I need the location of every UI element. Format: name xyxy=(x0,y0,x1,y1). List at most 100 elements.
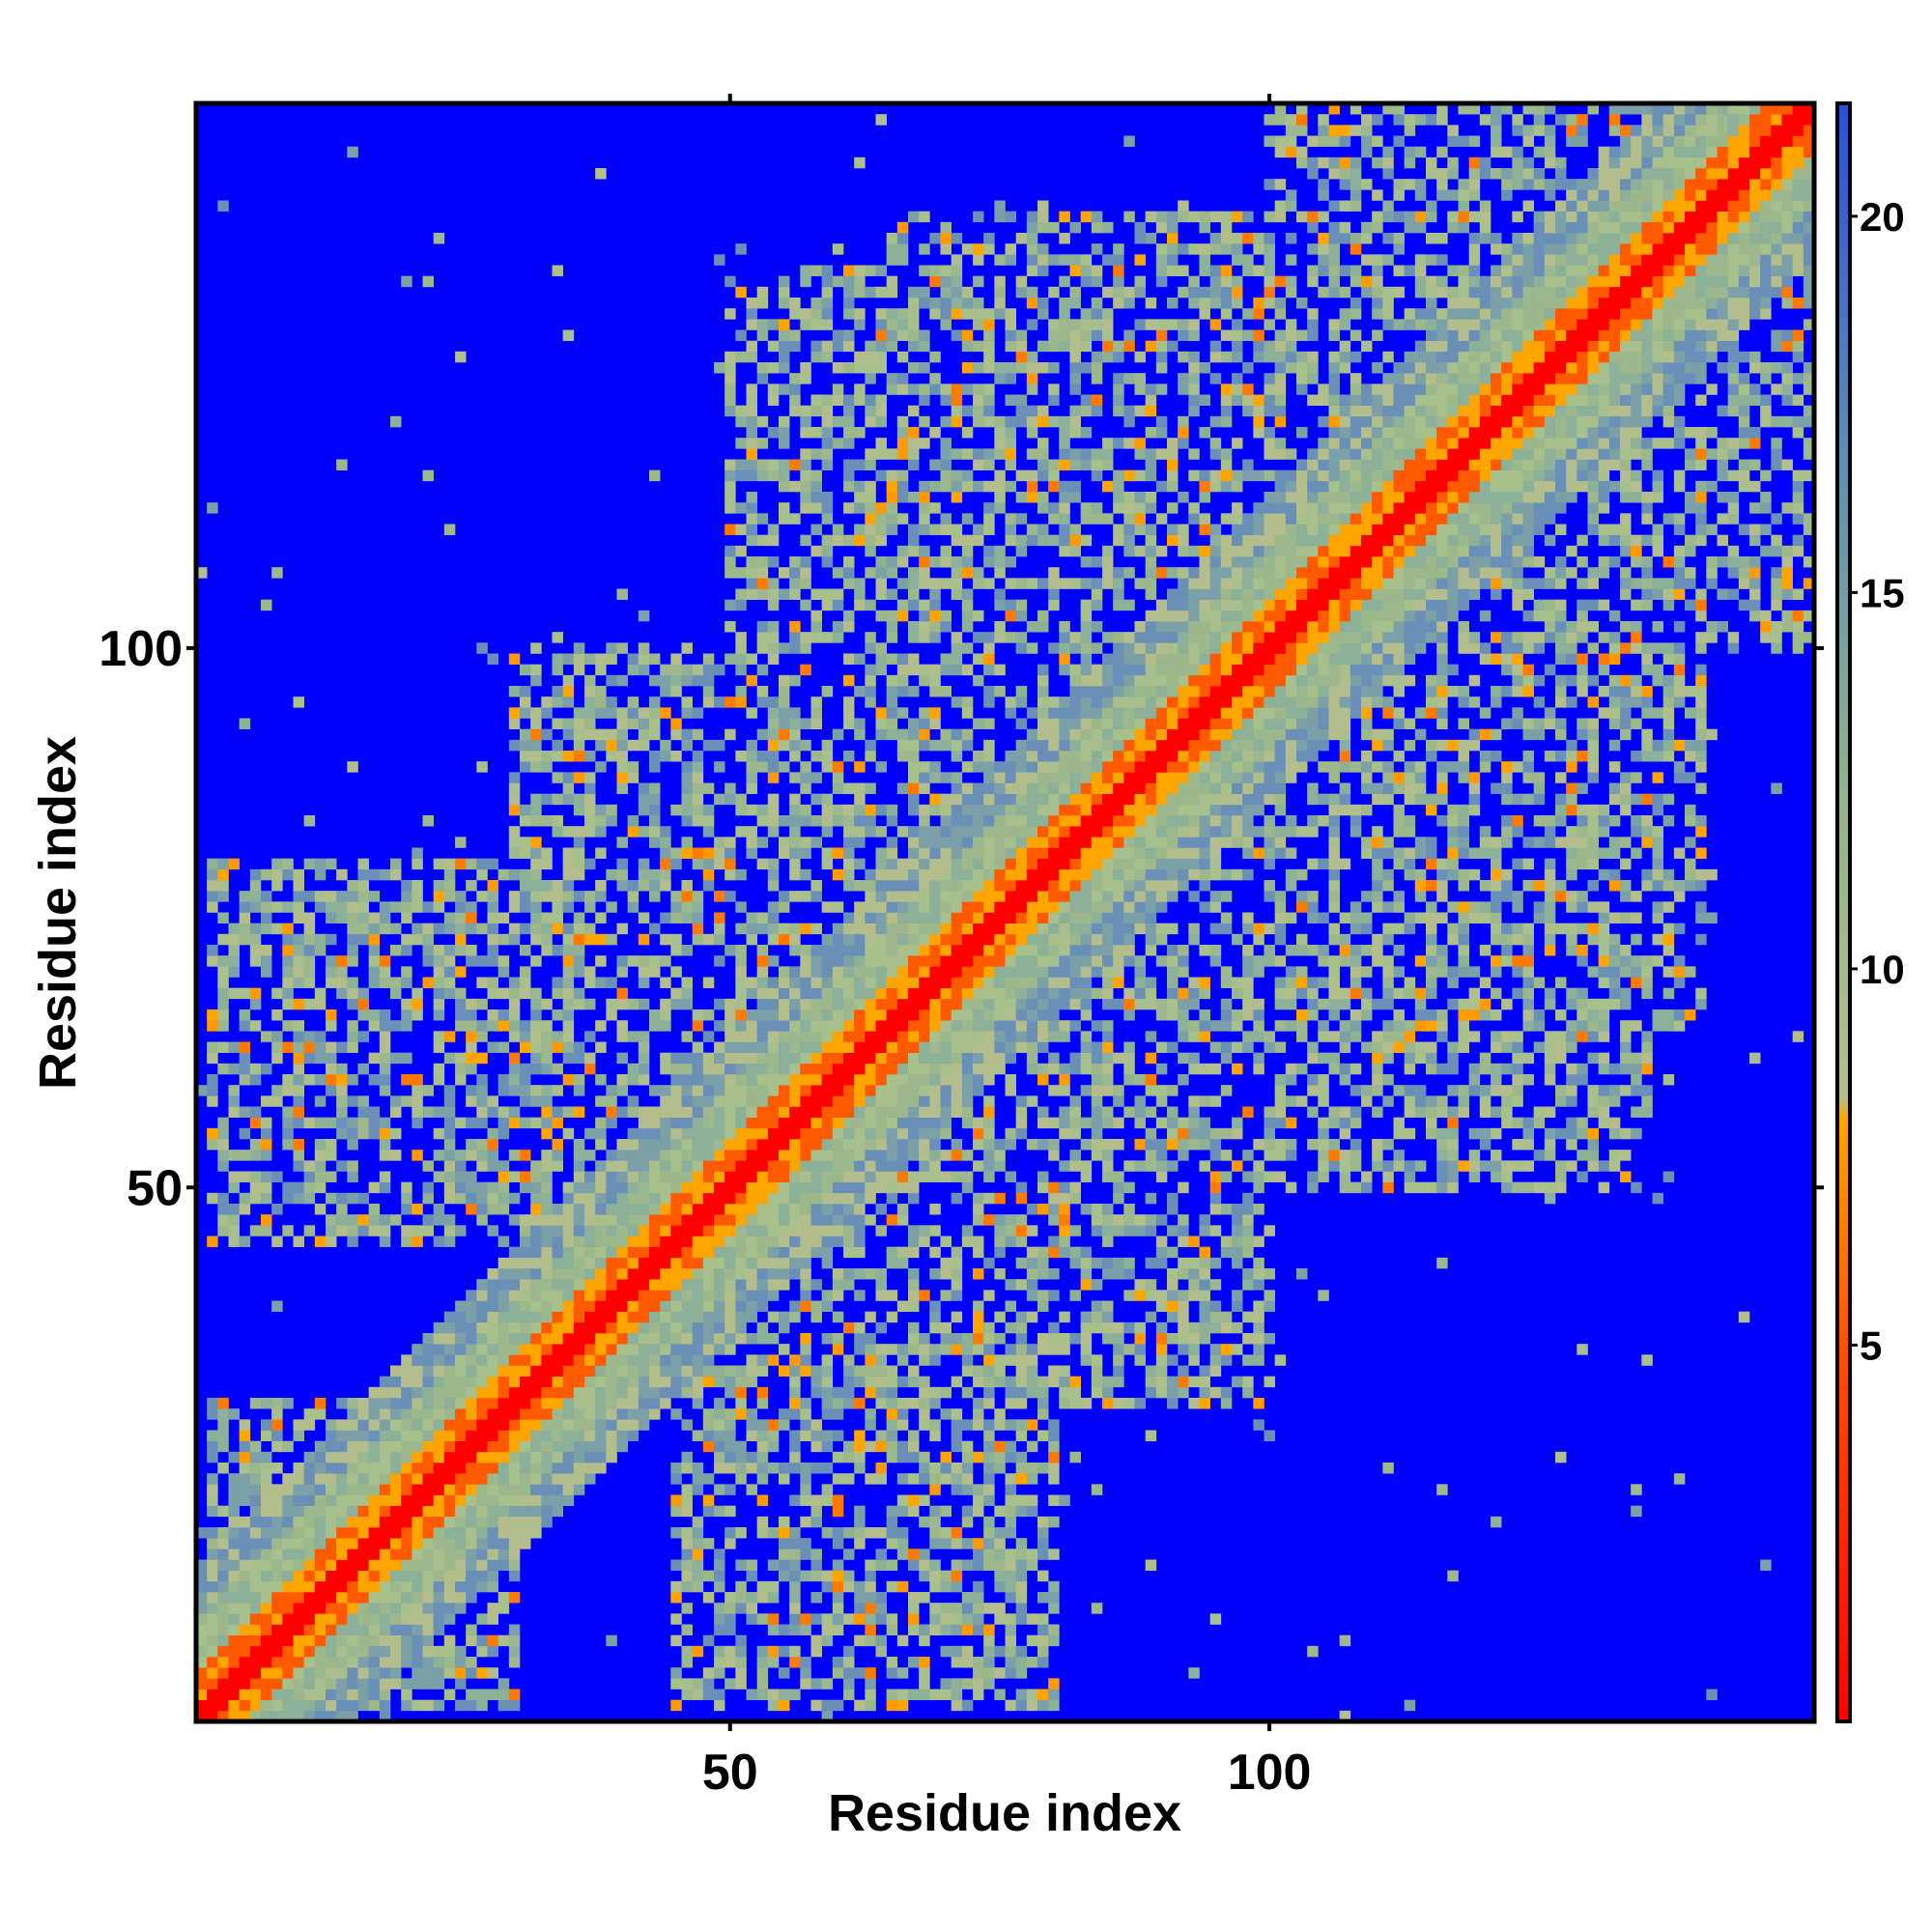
heatmap-cell xyxy=(616,761,628,773)
heatmap-cell xyxy=(530,847,542,859)
heatmap-cell xyxy=(573,868,585,881)
heatmap-cell xyxy=(800,567,811,579)
heatmap-cell xyxy=(994,868,1006,881)
heatmap-cell xyxy=(865,686,876,697)
heatmap-cell xyxy=(865,265,876,276)
heatmap-cell xyxy=(497,1074,510,1086)
heatmap-cell xyxy=(746,588,757,600)
heatmap-cell xyxy=(940,664,952,676)
heatmap-cell xyxy=(487,1300,498,1312)
heatmap-cell xyxy=(854,394,866,406)
heatmap-cell xyxy=(422,1160,434,1172)
heatmap-cell xyxy=(282,1624,294,1635)
heatmap-cell xyxy=(261,891,272,902)
heatmap-cell xyxy=(789,567,801,579)
heatmap-cell xyxy=(520,751,531,762)
heatmap-cell xyxy=(843,1085,855,1096)
heatmap-cell xyxy=(249,1603,262,1614)
heatmap-cell xyxy=(530,1430,542,1441)
heatmap-cell xyxy=(326,1117,337,1129)
heatmap-cell xyxy=(767,1106,780,1118)
heatmap-cell xyxy=(228,1678,240,1690)
heatmap-cell xyxy=(379,1074,391,1086)
heatmap-cell xyxy=(810,1613,822,1625)
heatmap-cell xyxy=(271,1041,283,1053)
heatmap-cell xyxy=(595,1192,607,1205)
heatmap-cell xyxy=(821,977,834,988)
heatmap-cell xyxy=(832,1451,844,1463)
heatmap-cell xyxy=(756,966,769,978)
heatmap-cell xyxy=(756,912,769,923)
heatmap-cell xyxy=(422,1408,434,1420)
heatmap-cell xyxy=(951,588,963,600)
heatmap-cell xyxy=(552,1408,563,1420)
heatmap-cell xyxy=(821,1257,834,1269)
heatmap-cell xyxy=(865,1603,876,1614)
heatmap-cell xyxy=(303,1052,316,1065)
heatmap-cell xyxy=(530,1505,542,1518)
heatmap-cell xyxy=(573,728,585,741)
heatmap-cell xyxy=(530,933,542,946)
heatmap-cell xyxy=(401,1354,412,1366)
heatmap-cell xyxy=(821,1117,834,1129)
heatmap-cell xyxy=(973,1333,984,1345)
heatmap-cell xyxy=(908,405,920,417)
heatmap-cell xyxy=(379,1041,391,1053)
heatmap-cell xyxy=(433,1171,445,1182)
heatmap-cell xyxy=(854,1181,866,1194)
heatmap-cell xyxy=(919,998,930,1010)
heatmap-cell xyxy=(520,1300,531,1312)
heatmap-cell xyxy=(541,1192,553,1205)
heatmap-cell xyxy=(994,1689,1006,1700)
heatmap-cell xyxy=(401,912,412,923)
heatmap-cell xyxy=(584,891,596,902)
heatmap-cell xyxy=(390,1398,402,1409)
heatmap-cell xyxy=(562,923,575,935)
heatmap-cell xyxy=(832,1020,844,1032)
heatmap-cell xyxy=(357,1463,369,1474)
heatmap-cell xyxy=(433,1354,445,1366)
heatmap-cell xyxy=(368,1020,381,1032)
heatmap-cell xyxy=(314,1527,327,1539)
heatmap-cell xyxy=(562,977,575,988)
heatmap-cell xyxy=(929,933,941,946)
heatmap-cell xyxy=(196,1559,208,1571)
heatmap-cell xyxy=(779,1257,790,1269)
heatmap-cell xyxy=(261,1689,272,1700)
heatmap-cell xyxy=(638,728,650,741)
heatmap-cell xyxy=(681,1031,693,1042)
heatmap-cell xyxy=(379,1613,391,1625)
heatmap-cell xyxy=(649,1398,661,1409)
heatmap-cell xyxy=(940,1063,952,1075)
heatmap-cell xyxy=(314,858,327,870)
heatmap-cell xyxy=(779,1150,790,1161)
heatmap-cell xyxy=(886,696,898,708)
heatmap-cell xyxy=(724,1063,736,1075)
heatmap-cell xyxy=(466,1365,477,1377)
heatmap-cell xyxy=(562,1376,575,1388)
heatmap-cell xyxy=(886,524,898,535)
heatmap-cell xyxy=(497,987,510,1000)
heatmap-cell xyxy=(422,1473,434,1485)
heatmap-cell xyxy=(390,923,402,935)
heatmap-cell xyxy=(303,977,316,988)
heatmap-cell xyxy=(994,1031,1006,1042)
heatmap-cell xyxy=(638,1041,650,1053)
heatmap-cell xyxy=(497,1171,510,1182)
heatmap-cell xyxy=(638,804,650,816)
heatmap-cell xyxy=(735,1408,747,1420)
heatmap-cell xyxy=(508,1624,521,1635)
heatmap-cell xyxy=(401,1398,412,1409)
heatmap-cell xyxy=(940,298,952,309)
heatmap-cell xyxy=(573,998,585,1010)
heatmap-cell xyxy=(326,1624,337,1635)
heatmap-cell xyxy=(390,1386,402,1399)
heatmap-cell xyxy=(908,1290,920,1301)
heatmap-cell xyxy=(908,1613,920,1625)
heatmap-cell xyxy=(994,891,1006,902)
heatmap-cell xyxy=(336,1063,348,1075)
heatmap-cell xyxy=(875,1548,887,1560)
heatmap-cell xyxy=(249,1171,262,1182)
heatmap-cell xyxy=(714,955,725,967)
heatmap-cell xyxy=(810,340,822,353)
